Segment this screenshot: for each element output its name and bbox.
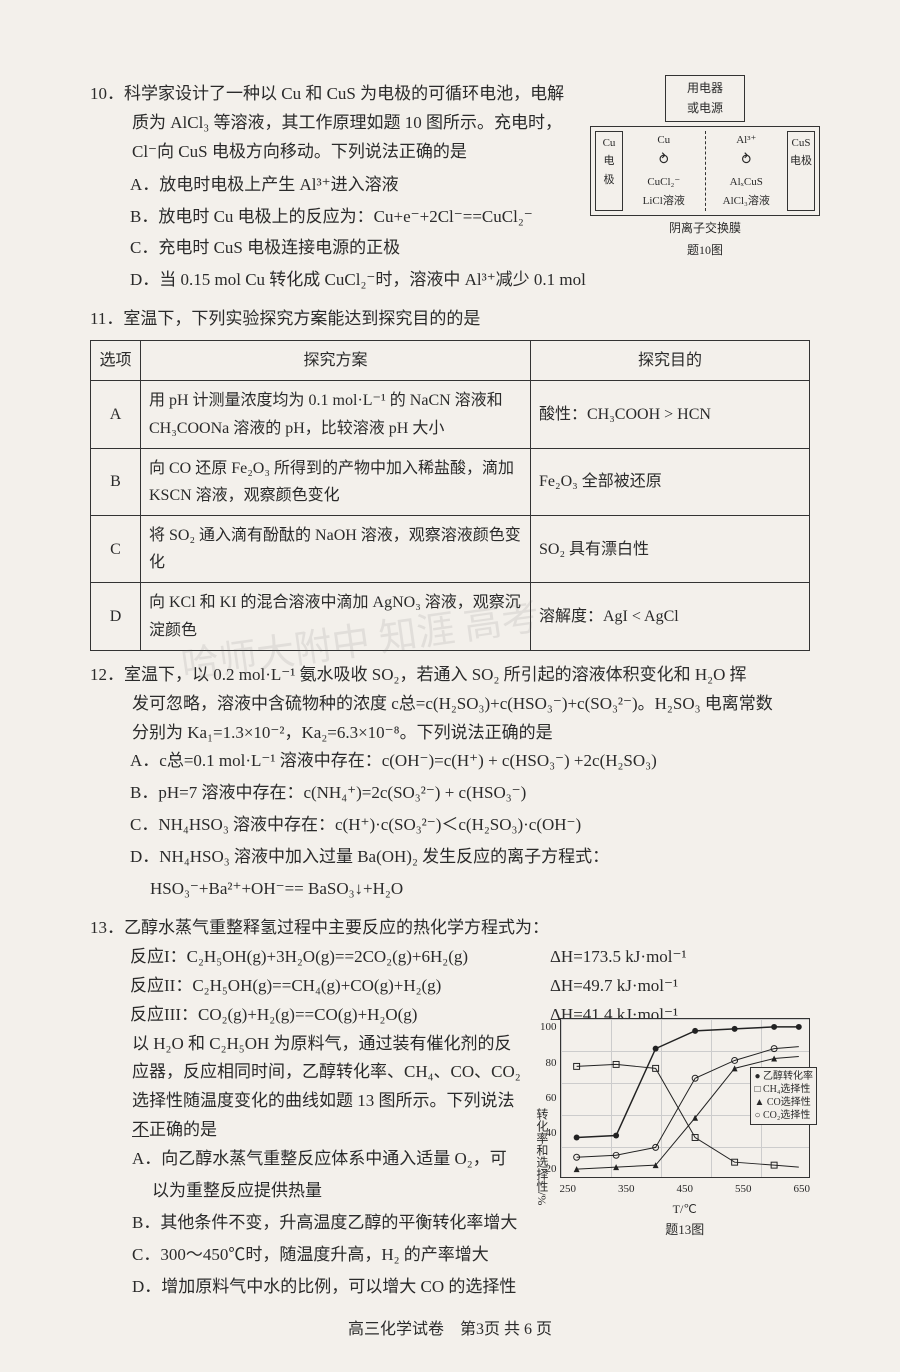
q10-diagram-caption: 题10图: [590, 240, 820, 260]
table-row: A 用 pH 计测量浓度均为 0.1 mol·L⁻¹ 的 NaCN 溶液和 CH…: [91, 381, 810, 448]
q11-header-option: 选项: [91, 341, 141, 381]
q10-option-d: D．当 0.15 mol Cu 转化成 CuCl₂⁻时，溶液中 Al³⁺减少 0…: [130, 266, 590, 295]
q11-header-purpose: 探究目的: [531, 341, 810, 381]
q12-option-a: A．c总=0.1 mol·L⁻¹ 溶液中存在：c(OH⁻)=c(H⁺) + c(…: [130, 747, 810, 776]
question-11: 11．室温下，下列实验探究方案能达到探究目的的是 选项 探究方案 探究目的 A …: [90, 305, 810, 651]
q12-option-d: D．NH₄HSO₃ 溶液中加入过量 Ba(OH)₂ 发生反应的离子方程式：: [130, 843, 810, 872]
table-row: D 向 KCl 和 KI 的混合溶液中滴加 AgNO₃ 溶液，观察沉淀颜色 溶解…: [91, 583, 810, 650]
q13-chart: 100 80 60 40 20 转化率和选择性/%: [540, 1018, 810, 1241]
q13-ylabel: 转化率和选择性/%: [532, 1108, 552, 1205]
q11-b-plan: 向 CO 还原 Fe₂O₃ 所得到的产物中加入稀盐酸，滴加 KSCN 溶液，观察…: [141, 448, 531, 515]
ytick: 100: [540, 1018, 557, 1037]
q11-d-purpose: 溶解度：AgI < AgCl: [531, 583, 810, 650]
q11-b-opt: B: [91, 448, 141, 515]
q10-left-electrode: Cu 电 极: [595, 131, 623, 211]
xtick: 650: [794, 1180, 811, 1199]
q10-stem-line3: Cl⁻向 CuS 电极方向移动。下列说法正确的是: [132, 142, 467, 161]
q10-right-bot: AlₓCuS: [706, 173, 788, 192]
q11-number: 11．: [90, 309, 123, 328]
q11-c-plan: 将 SO₂ 通入滴有酚酞的 NaOH 溶液，观察溶液颜色变化: [141, 516, 531, 583]
q11-d-opt: D: [91, 583, 141, 650]
legend-item: ● 乙醇转化率: [754, 1070, 813, 1083]
q12-stem-line2: 发可忽略，溶液中含硫物种的浓度 c总=c(H₂SO₃)+c(HSO₃⁻)+c(S…: [132, 694, 773, 713]
xtick: 450: [677, 1180, 694, 1199]
q13-body-not: 不: [132, 1120, 149, 1139]
q13-reaction1-left: 反应I：C₂H₅OH(g)+3H₂O(g)==2CO₂(g)+6H₂(g): [130, 943, 550, 972]
q12-option-b: B．pH=7 溶液中存在：c(NH₄⁺)=2c(SO₃²⁻) + c(HSO₃⁻…: [130, 779, 810, 808]
q10-membrane-label: 阴离子交换膜: [590, 218, 820, 238]
q11-d-plan: 向 KCl 和 KI 的混合溶液中滴加 AgNO₃ 溶液，观察沉淀颜色: [141, 583, 531, 650]
q10-stem-line1: 科学家设计了一种以 Cu 和 CuS 为电极的可循环电池，电解: [124, 84, 564, 103]
question-13: 13．乙醇水蒸气重整释氢过程中主要反应的热化学方程式为： 反应I：C₂H₅OH(…: [90, 914, 810, 1302]
question-12: 12．室温下，以 0.2 mol·L⁻¹ 氨水吸收 SO₂，若通入 SO₂ 所引…: [90, 661, 810, 904]
q11-c-opt: C: [91, 516, 141, 583]
q10-right-cell: Al³⁺ ⥁ AlₓCuS AlCl₃溶液: [706, 131, 788, 211]
q11-c-purpose: SO₂ 具有漂白性: [531, 516, 810, 583]
q10-left-cell: Cu ⥁ CuCl₂⁻ LiCl溶液: [623, 131, 706, 211]
q13-body-line3: 选择性随温度变化的曲线如题 13 图所示。下列说法: [132, 1091, 515, 1110]
q10-device-label: 用电器 或电源: [665, 75, 745, 122]
table-row: C 将 SO₂ 通入滴有酚酞的 NaOH 溶液，观察溶液颜色变化 SO₂ 具有漂…: [91, 516, 810, 583]
q11-stem: 室温下，下列实验探究方案能达到探究目的的是: [123, 309, 480, 328]
xtick: 550: [735, 1180, 752, 1199]
question-10: 10．科学家设计了一种以 Cu 和 CuS 为电极的可循环电池，电解 质为 Al…: [90, 80, 810, 295]
q10-right-elec-text: CuS 电极: [790, 137, 812, 168]
q11-table: 选项 探究方案 探究目的 A 用 pH 计测量浓度均为 0.1 mol·L⁻¹ …: [90, 340, 810, 651]
q13-body-line2: 应器，反应相同时间，乙醇转化率、CH₄、CO、CO₂: [132, 1062, 521, 1081]
q10-device-text: 用电器 或电源: [687, 81, 723, 115]
q12-number: 12．: [90, 665, 124, 684]
q12-option-d-line2: HSO₃⁻+Ba²⁺+OH⁻== BaSO₃↓+H₂O: [150, 875, 810, 904]
q11-header-plan: 探究方案: [141, 341, 531, 381]
q10-right-electrode: CuS 电极: [787, 131, 815, 211]
ytick: 60: [546, 1089, 557, 1108]
q10-left-elec-text: Cu 电 极: [603, 137, 616, 186]
q10-option-b: B．放电时 Cu 电极上的反应为：Cu+e⁻+2Cl⁻==CuCl₂⁻: [130, 203, 590, 232]
q13-stem: 乙醇水蒸气重整释氢过程中主要反应的热化学方程式为：: [124, 918, 549, 937]
q13-reaction1-right: ΔH=173.5 kJ·mol⁻¹: [550, 943, 687, 972]
q13-option-d: D．增加原料气中水的比例，可以增大 CO 的选择性: [132, 1273, 810, 1302]
q12-stem-line3: 分别为 Ka₁=1.3×10⁻²，Ka₂=6.3×10⁻⁸。下列说法正确的是: [132, 723, 553, 742]
q12-stem-line1: 室温下，以 0.2 mol·L⁻¹ 氨水吸收 SO₂，若通入 SO₂ 所引起的溶…: [124, 665, 747, 684]
q10-stem-line2: 质为 AlCl₃ 等溶液，其工作原理如题 10 图所示。充电时，: [132, 113, 562, 132]
xtick: 250: [560, 1180, 577, 1199]
q10-left-label: LiCl溶液: [623, 192, 705, 211]
ytick: 80: [546, 1054, 557, 1073]
q11-a-purpose: 酸性：CH₃COOH > HCN: [531, 381, 810, 448]
q13-chart-caption: 题13图: [560, 1219, 811, 1241]
q11-a-opt: A: [91, 381, 141, 448]
q13-body-line4: 正确的是: [149, 1120, 217, 1139]
q10-left-top: Cu: [623, 131, 705, 150]
page-footer: 高三化学试卷 第3页 共 6 页: [90, 1316, 810, 1343]
q13-xlabel: T/℃: [560, 1199, 811, 1219]
q13-legend: ● 乙醇转化率 □ CH₄选择性 ▲ CO选择性 ○ CO₂选择性: [750, 1067, 817, 1125]
q13-body-line1: 以 H₂O 和 C₂H₅OH 为原料气，通过装有催化剂的反: [132, 1034, 512, 1053]
q13-number: 13．: [90, 918, 124, 937]
q11-b-purpose: Fe₂O₃ 全部被还原: [531, 448, 810, 515]
q10-number: 10．: [90, 84, 124, 103]
q10-option-a: A．放电时电极上产生 Al³⁺进入溶液: [130, 171, 590, 200]
q10-right-top: Al³⁺: [706, 131, 788, 150]
legend-item: □ CH₄选择性: [754, 1083, 813, 1096]
xtick: 350: [618, 1180, 635, 1199]
legend-item: ▲ CO选择性: [754, 1096, 813, 1109]
legend-item: ○ CO₂选择性: [754, 1109, 813, 1122]
q12-option-c: C．NH₄HSO₃ 溶液中存在：c(H⁺)·c(SO₃²⁻)＜c(H₂SO₃)·…: [130, 811, 810, 840]
q10-option-c: C．充电时 CuS 电极连接电源的正极: [130, 234, 590, 263]
q13-reaction2-left: 反应II：C₂H₅OH(g)==CH₄(g)+CO(g)+H₂(g): [130, 972, 550, 1001]
table-row: B 向 CO 还原 Fe₂O₃ 所得到的产物中加入稀盐酸，滴加 KSCN 溶液，…: [91, 448, 810, 515]
q13-option-c: C．300～450℃时，随温度升高，H₂ 的产率增大: [132, 1241, 810, 1270]
q13-reaction2-right: ΔH=49.7 kJ·mol⁻¹: [550, 972, 678, 1001]
q13-reaction3-left: 反应III：CO₂(g)+H₂(g)==CO(g)+H₂O(g): [130, 1001, 550, 1030]
q10-diagram: 用电器 或电源 Cu 电 极 Cu ⥁ CuCl₂⁻ LiCl溶液 Al³⁺ ⥁…: [590, 75, 820, 261]
q11-a-plan: 用 pH 计测量浓度均为 0.1 mol·L⁻¹ 的 NaCN 溶液和 CH₃C…: [141, 381, 531, 448]
q10-left-bot: CuCl₂⁻: [623, 173, 705, 192]
q10-right-label: AlCl₃溶液: [706, 192, 788, 211]
